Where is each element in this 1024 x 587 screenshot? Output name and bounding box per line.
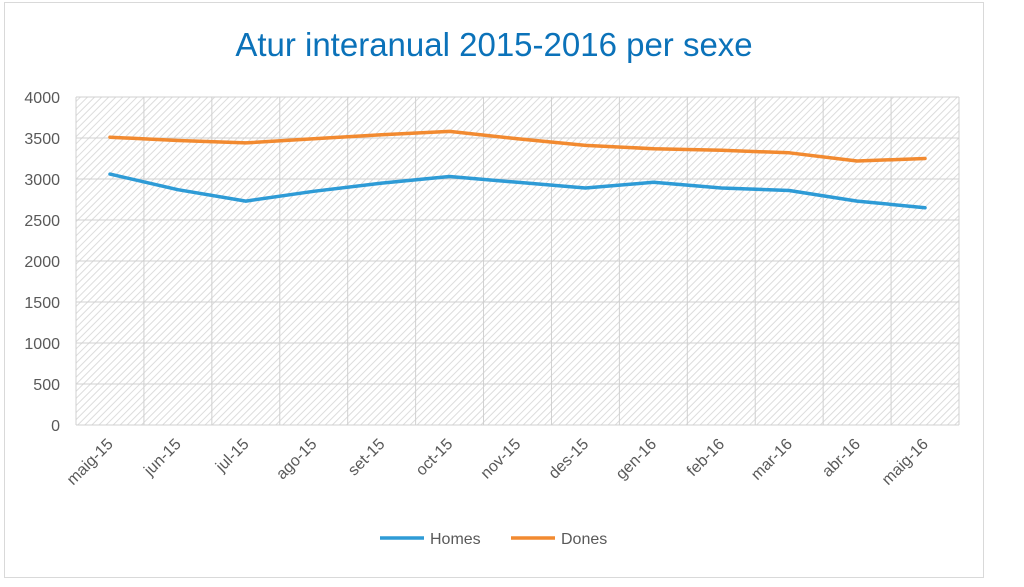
x-tick-label: gen-16 [613,436,660,483]
data-point-dones [380,133,384,137]
data-point-dones [448,129,452,133]
data-point-dones [923,157,927,160]
y-tick-label: 2000 [24,254,60,271]
data-point-homes [516,180,519,184]
x-tick-label: mar-16 [748,436,796,484]
x-tick-label: des-15 [546,436,593,483]
data-point-homes [719,186,723,190]
data-point-homes [787,188,791,192]
x-tick-label: ago-15 [273,436,320,483]
data-point-dones [312,137,316,141]
data-point-homes [380,181,384,185]
data-point-homes [176,188,180,192]
data-point-homes [855,199,859,203]
data-point-homes [448,175,452,179]
data-point-dones [651,147,655,151]
series-lines [108,129,927,210]
page-margin [984,0,1024,587]
data-point-homes [583,186,587,190]
data-point-dones [787,151,791,155]
x-tick-label: maig-15 [64,436,117,489]
legend: Homes Dones [380,531,607,548]
chart-title: Atur interanual 2015-2016 per sexe [235,26,752,63]
data-point-dones [176,138,180,142]
y-tick-label: 3500 [24,131,60,148]
data-point-dones [855,159,859,163]
data-point-homes [312,189,316,193]
x-tick-label: set-15 [345,436,389,480]
gridlines [75,96,960,426]
x-tick-label: abr-16 [819,436,864,481]
legend-label-dones: Dones [561,531,607,548]
y-tick-label: 4000 [24,90,60,107]
x-tick-label: jul-15 [212,436,252,476]
data-point-dones [244,141,248,145]
y-axis: 0 500 1000 1500 2000 2500 3000 3500 4000 [24,90,60,435]
data-point-homes [108,172,112,176]
data-point-homes [244,199,248,203]
data-point-dones [583,143,587,147]
data-point-homes [651,180,655,184]
x-tick-label: feb-16 [684,436,728,480]
y-tick-label: 3000 [24,172,60,189]
x-tick-label: oct-15 [413,436,457,480]
data-point-dones [516,137,519,141]
y-tick-label: 500 [33,377,60,394]
y-tick-label: 2500 [24,213,60,230]
y-tick-label: 1000 [24,336,60,353]
x-tick-label: nov-15 [478,436,525,483]
y-tick-label: 1500 [24,295,60,312]
data-point-dones [108,135,112,139]
x-tick-label: maig-16 [879,436,932,489]
x-tick-label: jun-15 [141,436,185,480]
data-point-dones [719,148,723,152]
legend-label-homes: Homes [430,531,481,548]
y-tick-label: 0 [51,418,60,435]
data-point-homes [923,206,927,210]
x-axis: maig-15 jun-15 jul-15 ago-15 set-15 oct-15 nov… [64,436,932,489]
